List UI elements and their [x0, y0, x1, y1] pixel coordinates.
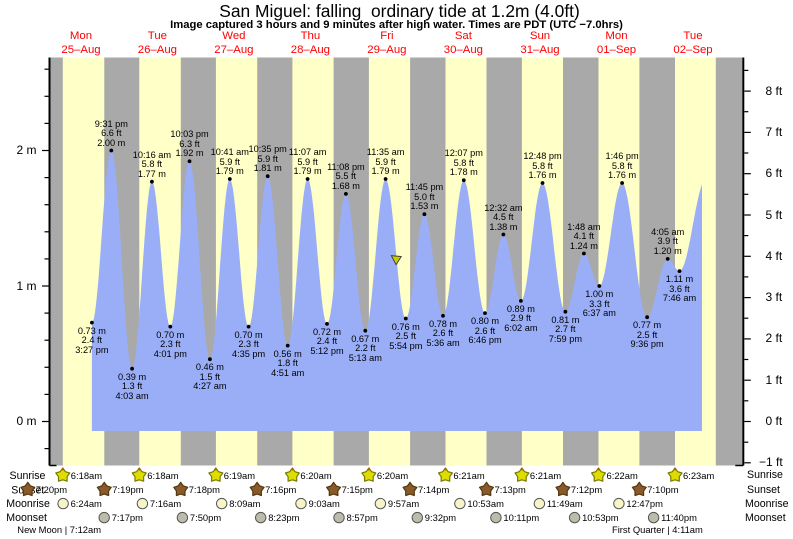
svg-text:Sunrise: Sunrise	[10, 470, 46, 482]
